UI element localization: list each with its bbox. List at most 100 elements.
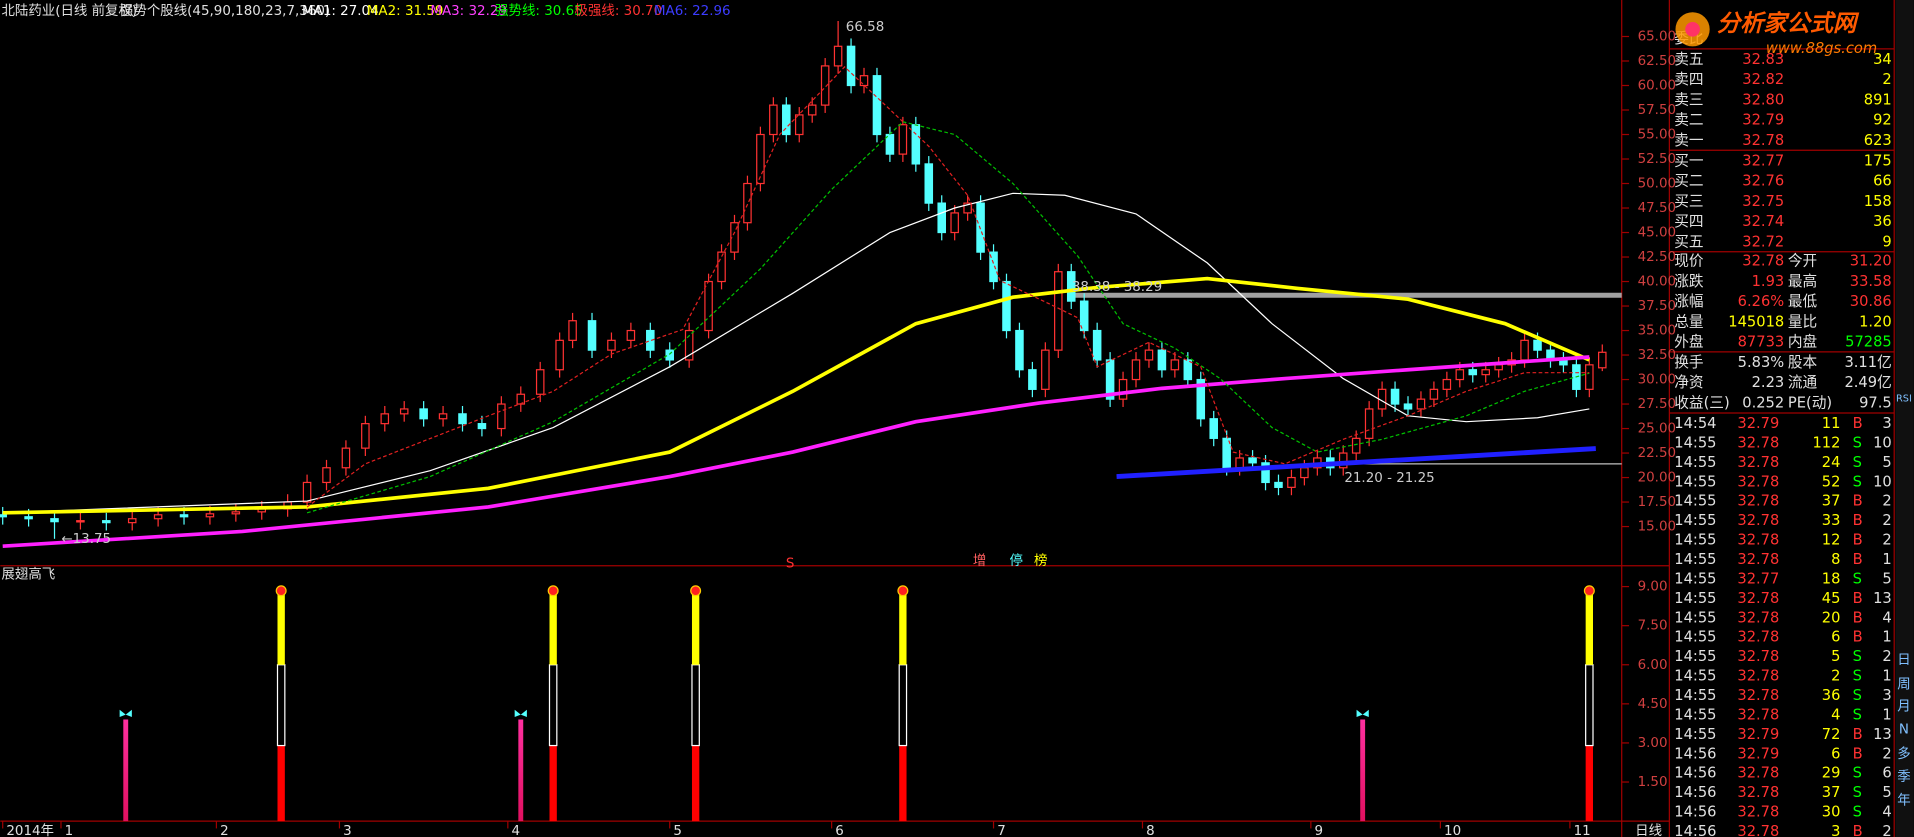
ma-line	[2, 192, 1590, 514]
book-volume: 891	[1864, 91, 1892, 108]
candle-body	[399, 408, 409, 415]
candle-body	[717, 251, 726, 283]
book-label: 买五	[1674, 233, 1703, 250]
butterfly-icon	[514, 709, 527, 718]
candle-body	[1015, 329, 1024, 371]
tick-time: 14:55	[1674, 706, 1716, 723]
x-tick-label: 11	[1574, 824, 1591, 837]
tick-volume: 11	[1822, 415, 1841, 432]
candle-body	[1364, 408, 1374, 439]
tick-count: 1	[1882, 629, 1891, 646]
legend-entry: 强势线: 30.65	[495, 3, 583, 19]
toolbar-button[interactable]: RSI	[1896, 393, 1912, 404]
annotation: 增	[973, 553, 986, 569]
tick-count: 1	[1882, 668, 1891, 685]
book-price: 32.76	[1742, 173, 1784, 190]
toolbar-button[interactable]: 周	[1897, 677, 1910, 692]
y-tick-label: 32.50	[1638, 348, 1676, 363]
candle-body	[0, 514, 7, 518]
x-tick-label: 6	[835, 824, 844, 837]
candle-body	[1092, 329, 1102, 361]
candle-body	[1183, 359, 1193, 381]
candle-body	[1494, 364, 1503, 371]
toolbar-button[interactable]: N	[1899, 722, 1909, 737]
quote-value: 30.86	[1850, 293, 1892, 310]
tick-price: 32.78	[1737, 629, 1779, 646]
y-tick-label: 45.00	[1638, 226, 1676, 241]
candle-body	[153, 514, 163, 520]
annotation: 21.20 - 21.25	[1344, 471, 1434, 486]
candle-body	[1338, 452, 1348, 469]
candle-body	[1054, 271, 1063, 351]
candle-body	[1429, 388, 1439, 400]
candle-body	[646, 329, 655, 351]
candle-body	[1585, 364, 1594, 390]
tick-time: 14:55	[1674, 532, 1716, 549]
candle-body	[179, 514, 189, 518]
candle-body	[1287, 476, 1296, 488]
candle-body	[1235, 457, 1244, 469]
y-tick-label: 17.50	[1638, 495, 1676, 510]
tick-time: 14:55	[1674, 648, 1716, 665]
tick-price: 32.78	[1737, 551, 1779, 568]
toolbar-button[interactable]: 月	[1897, 699, 1910, 714]
tick-count: 2	[1882, 745, 1891, 762]
candle-body	[607, 339, 616, 351]
y-tick-label: 25.00	[1638, 422, 1676, 437]
tick-side: S	[1853, 434, 1862, 451]
x-tick-label: 3	[343, 824, 352, 837]
x-tick-label: 1	[65, 824, 74, 837]
y-tick-label: 1.50	[1638, 775, 1668, 790]
legend-entry: MA6: 22.96	[654, 4, 731, 19]
toolbar	[1895, 0, 1914, 837]
tick-side: S	[1853, 706, 1862, 723]
candle-body	[807, 104, 817, 116]
candle-body	[1390, 388, 1400, 405]
candle-body	[626, 329, 636, 341]
ma-line	[306, 121, 1590, 514]
logo-name: 分析家公式网	[1717, 10, 1860, 37]
candle-body	[50, 518, 59, 523]
candle-body	[1300, 467, 1309, 479]
candle-body	[794, 114, 804, 136]
tick-time: 14:55	[1674, 687, 1716, 704]
quote-label: 涨跌	[1674, 273, 1704, 290]
tick-price: 32.78	[1737, 512, 1779, 529]
tick-time: 14:55	[1674, 551, 1716, 568]
candle-body	[976, 202, 985, 253]
book-volume: 158	[1864, 193, 1892, 210]
toolbar-button[interactable]: 年	[1897, 792, 1910, 808]
quote-value: 1.93	[1752, 273, 1785, 290]
tick-time: 14:55	[1674, 493, 1716, 510]
book-label: 卖五	[1674, 51, 1703, 68]
candle-body	[361, 423, 370, 449]
toolbar-button[interactable]: 季	[1897, 769, 1910, 785]
book-price: 32.75	[1742, 193, 1784, 210]
tick-time: 14:56	[1674, 784, 1716, 801]
quote-label: 涨幅	[1674, 293, 1703, 310]
signal-segment	[899, 745, 907, 822]
book-volume: 9	[1882, 233, 1891, 250]
y-tick-label: 65.00	[1638, 29, 1676, 44]
candle-body	[1351, 437, 1361, 454]
candle-body	[989, 251, 998, 283]
tick-time: 14:55	[1674, 454, 1716, 471]
tick-side: S	[1853, 454, 1862, 471]
tick-side: B	[1853, 590, 1863, 607]
y-tick-label: 15.00	[1638, 520, 1676, 535]
candle-body	[1066, 271, 1076, 302]
toolbar-button[interactable]: 日	[1897, 653, 1910, 668]
annotation: 停	[1010, 552, 1023, 569]
tick-time: 14:56	[1674, 765, 1716, 782]
y-tick-label: 50.00	[1638, 177, 1676, 192]
quote-label: 今开	[1788, 252, 1817, 269]
candle-body	[341, 447, 351, 469]
toolbar-button[interactable]: 多	[1897, 745, 1910, 762]
candle-body	[1533, 339, 1542, 351]
legend-entry: MA2: 31.59	[367, 4, 444, 19]
logo-url: www.88gs.com	[1766, 40, 1877, 57]
x-tick-label: 2	[220, 824, 229, 837]
tick-volume: 52	[1822, 473, 1841, 490]
tick-side: B	[1853, 415, 1863, 432]
